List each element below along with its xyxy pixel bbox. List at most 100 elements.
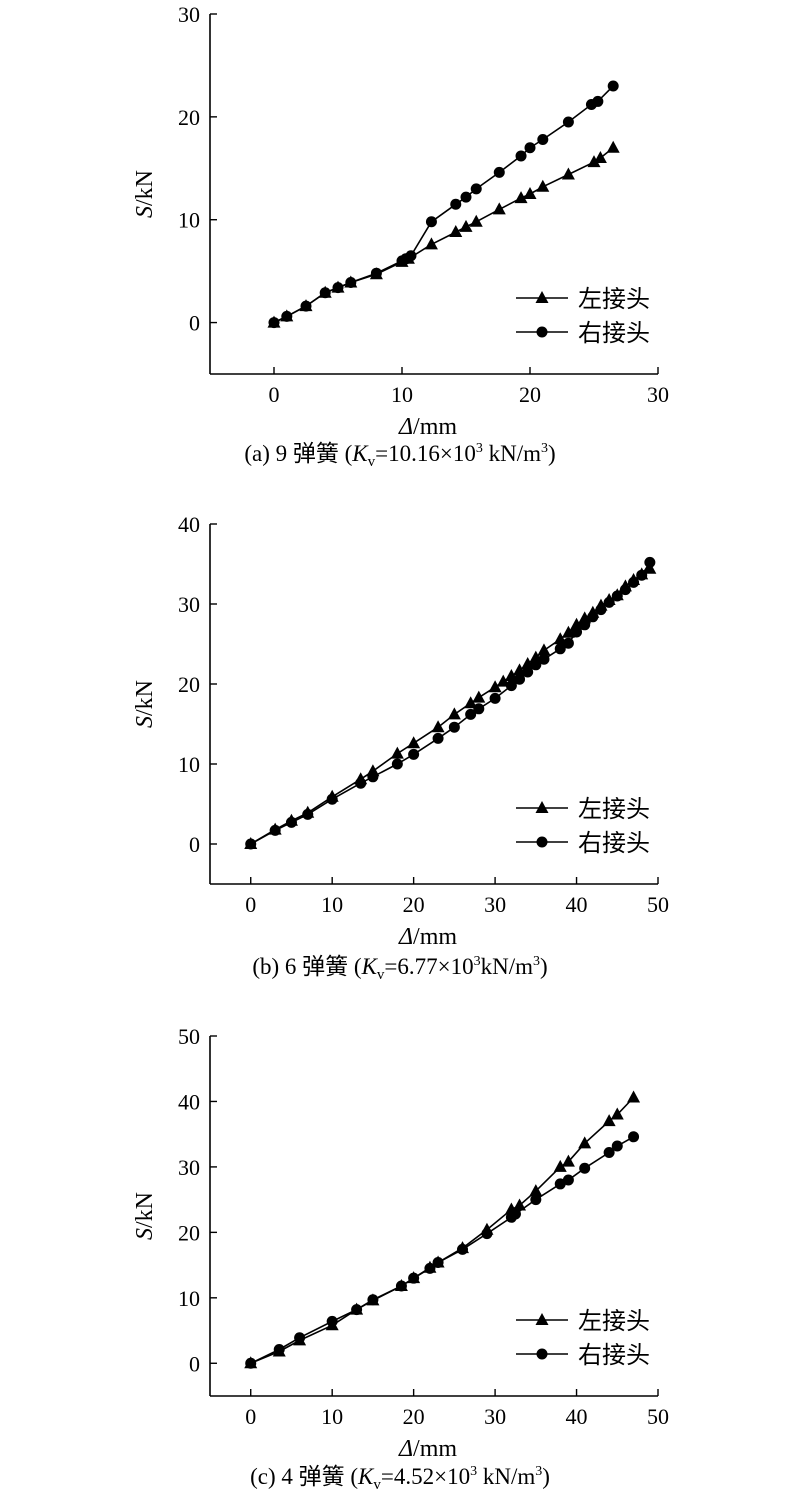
data-point-triangle [469,214,483,227]
data-point-circle [391,758,403,770]
data-point-circle [450,198,462,210]
y-tick-label: 30 [178,2,200,27]
data-point-circle [579,1162,591,1174]
data-point-circle [300,300,312,312]
data-point-circle [269,824,281,836]
data-point-circle [603,596,615,608]
series-line-right-joint [273,85,614,324]
data-point-circle [562,116,574,128]
data-point-circle [515,150,527,162]
data-point-circle [611,1140,623,1152]
data-point-triangle [449,225,463,238]
data-point-circle [522,666,534,678]
panel-caption: (b) 6 弹簧 (Kv=6.77×103kN/m3) [252,954,547,983]
data-point-circle [628,1131,640,1143]
data-point-circle [493,166,505,178]
data-point-triangle [513,1198,527,1211]
data-point-triangle [537,643,551,656]
data-point-circle [281,310,293,322]
data-point-circle [345,276,357,288]
data-point-circle [355,777,367,789]
data-point-triangle [447,707,461,720]
data-point-circle [562,1174,574,1186]
data-point-circle [425,216,437,228]
data-point-circle [294,1332,306,1344]
data-point-triangle [424,237,438,250]
data-point-circle [537,133,549,145]
data-point-triangle [459,219,473,232]
y-tick-label: 0 [189,832,200,857]
y-tick-label: 20 [178,672,200,697]
data-point-circle [273,1344,285,1356]
data-point-triangle [587,155,601,168]
x-tick-label: 10 [391,382,413,407]
data-point-circle [530,659,542,671]
data-point-circle [603,1147,615,1159]
y-axis-label: S/kN [132,680,158,728]
y-tick-label: 0 [189,1351,200,1376]
data-point-circle [302,808,314,820]
legend-marker-triangle [535,801,549,813]
data-point-triangle [561,167,575,180]
data-point-circle [245,1357,257,1369]
x-axis-label: Δ/mm [398,414,457,440]
data-point-circle [514,673,526,685]
data-point-triangle [561,625,575,638]
data-point-triangle [488,680,502,693]
data-point-circle [530,1194,542,1206]
y-tick-label: 10 [178,752,200,777]
data-point-circle [332,282,344,294]
data-point-circle [326,793,338,805]
data-point-circle [592,95,604,107]
data-point-circle [554,643,566,655]
data-point-circle [587,611,599,623]
y-tick-label: 10 [178,1286,200,1311]
data-point-circle [395,1280,407,1292]
data-point-circle [619,584,631,596]
data-point-circle [351,1304,363,1316]
data-point-triangle [602,1114,616,1127]
data-point-triangle [407,736,421,749]
x-tick-label: 30 [484,1404,506,1429]
data-point-circle [408,1272,420,1284]
data-point-circle [628,576,640,588]
data-point-triangle [464,696,478,709]
data-point-circle [636,569,648,581]
panel-caption: (c) 4 弹簧 (Kv=4.52×103 kN/m3) [250,1464,550,1493]
panel-caption: (a) 9 弹簧 (Kv=10.16×103 kN/m3) [244,441,555,470]
legend-marker-circle [536,326,548,338]
y-tick-label: 0 [189,311,200,336]
x-tick-label: 40 [566,1404,588,1429]
data-point-triangle [578,1136,592,1149]
y-tick-label: 40 [178,512,200,537]
y-tick-label: 20 [178,1220,200,1245]
legend-marker-circle [536,836,548,848]
x-tick-label: 10 [321,892,343,917]
series-left-joint [267,140,620,328]
data-point-triangle [593,151,607,163]
data-point-circle [595,604,607,616]
data-point-circle [489,692,501,704]
data-point-triangle [610,1107,624,1120]
series-line-left-joint [250,1096,635,1365]
data-point-triangle [561,1154,575,1167]
data-point-circle [405,250,417,262]
series-right-joint [245,556,656,850]
data-point-triangle [536,179,550,192]
legend-marker-triangle [535,1313,549,1325]
legend-label-right-joint: 右接头 [578,1341,650,1369]
data-point-circle [538,653,550,665]
data-point-circle [457,1243,469,1255]
data-point-circle [505,680,517,692]
data-point-circle [460,191,472,203]
data-point-circle [571,626,583,638]
data-point-circle [481,1228,493,1240]
legend-label-left-joint: 左接头 [578,1307,650,1335]
data-point-triangle [431,720,445,733]
